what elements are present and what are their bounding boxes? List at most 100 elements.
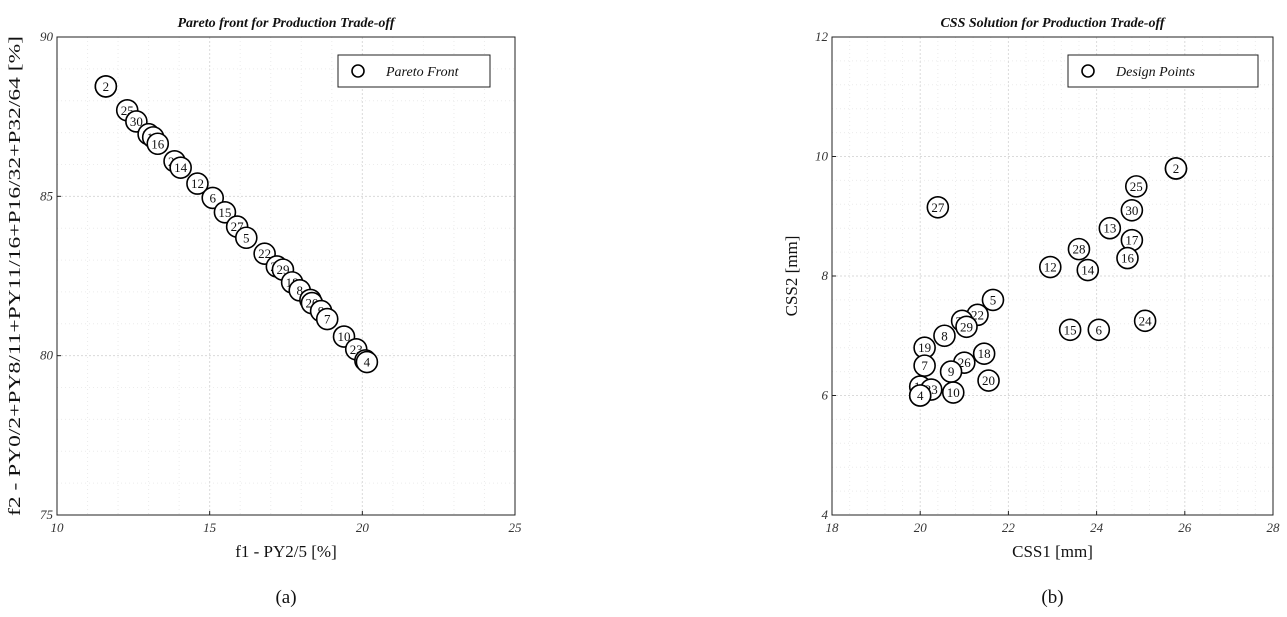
point-marker (977, 369, 1000, 392)
point-marker (955, 315, 978, 339)
data-point: 4 (908, 384, 932, 407)
point-marker (933, 324, 956, 348)
point-label: 27 (931, 200, 945, 215)
data-point: 2 (94, 75, 118, 98)
point-marker (908, 384, 932, 407)
y-tick-label: 12 (815, 29, 829, 44)
point-marker (1133, 309, 1157, 333)
point-marker (913, 354, 936, 377)
chart-title: CSS Solution for Production Trade-off (940, 16, 1165, 31)
x-axis-label: f1 - PY2/5 [%] (235, 542, 337, 561)
point-label: 12 (1044, 260, 1057, 275)
point-label: 7 (921, 358, 928, 373)
point-marker (235, 226, 258, 250)
point-marker (1164, 157, 1188, 180)
data-point: 10 (941, 381, 965, 404)
point-label: 16 (1121, 251, 1135, 266)
point-label: 15 (218, 205, 231, 220)
point-label: 4 (917, 388, 924, 403)
point-label: 6 (1096, 322, 1103, 337)
legend-marker (351, 64, 365, 78)
point-label: 22 (971, 307, 984, 322)
point-marker (1076, 258, 1100, 282)
x-tick-label: 15 (203, 520, 217, 535)
legend: Pareto Front (337, 54, 491, 88)
x-tick-label: 25 (509, 520, 523, 535)
data-point: 30 (1120, 198, 1144, 222)
point-marker (1120, 198, 1144, 222)
x-tick-label: 22 (1002, 520, 1016, 535)
point-label: 20 (982, 373, 995, 388)
point-label: 2 (1173, 161, 1180, 176)
x-tick-label: 18 (826, 520, 840, 535)
legend-label: Design Points (1115, 65, 1195, 80)
x-tick-label: 10 (51, 520, 65, 535)
y-tick-label: 90 (40, 29, 54, 44)
legend-label: Pareto Front (385, 65, 460, 80)
data-point: 12 (186, 172, 209, 195)
point-label: 15 (1064, 322, 1077, 337)
point-marker (201, 186, 225, 210)
point-marker (1058, 318, 1082, 342)
x-axis-label: CSS1 [mm] (1012, 542, 1093, 561)
data-point: 19 (913, 336, 936, 360)
data-point: 4 (355, 350, 379, 374)
point-label: 9 (948, 364, 955, 379)
y-axis-label: f2 - PY0/2+PY8/11+PY11/16+P16/32+P32/64 … (5, 36, 24, 516)
y-axis-label: CSS2 [mm] (782, 236, 801, 317)
point-label: 24 (1139, 313, 1153, 328)
x-tick-label: 28 (1267, 520, 1281, 535)
point-marker (315, 307, 339, 331)
point-label: 14 (174, 160, 188, 175)
data-point: 12 (1038, 255, 1062, 279)
point-label: 26 (958, 355, 972, 370)
point-marker (1067, 237, 1091, 261)
point-label: 17 (1125, 233, 1139, 248)
point-label: 2 (103, 79, 110, 94)
point-label: 14 (1081, 263, 1095, 278)
point-label: 7 (324, 312, 331, 327)
subfigure-label: (a) (275, 587, 296, 608)
data-point: 5 (235, 226, 258, 250)
data-point: 27 (926, 195, 950, 219)
point-marker (926, 195, 950, 219)
point-label: 30 (1125, 203, 1138, 218)
point-marker (146, 132, 170, 156)
point-label: 13 (1103, 221, 1116, 236)
point-marker (981, 288, 1005, 312)
y-tick-label: 4 (822, 507, 829, 522)
data-point: 6 (201, 186, 225, 210)
point-label: 30 (130, 114, 143, 129)
point-label: 5 (990, 292, 997, 307)
data-point: 16 (146, 132, 170, 156)
data-point: 24 (1133, 309, 1157, 333)
y-tick-label: 6 (822, 388, 829, 403)
y-tick-label: 8 (822, 268, 829, 283)
point-label: 22 (258, 246, 271, 261)
point-marker (972, 342, 996, 365)
point-label: 16 (151, 136, 165, 151)
y-tick-label: 10 (815, 149, 829, 164)
plot-frame (831, 36, 1274, 516)
legend-box (337, 54, 491, 88)
y-tick-label: 80 (40, 348, 54, 363)
data-points: 3225301317281612142752221292415681918726… (908, 157, 1188, 407)
point-label: 12 (191, 176, 204, 191)
point-marker (1038, 255, 1062, 279)
point-marker (94, 75, 118, 98)
data-points: 3225301713162814126152752221291882620971… (94, 75, 379, 374)
x-tick-label: 26 (1178, 520, 1192, 535)
data-point: 2 (1164, 157, 1188, 180)
y-tick-label: 75 (40, 507, 54, 522)
data-point: 29 (955, 315, 978, 339)
point-marker (941, 381, 965, 404)
point-label: 10 (947, 385, 960, 400)
point-label: 19 (918, 340, 931, 355)
legend-marker (1081, 64, 1095, 78)
point-label: 8 (296, 283, 303, 298)
x-tick-label: 24 (1090, 520, 1104, 535)
data-point: 6 (1087, 318, 1111, 342)
